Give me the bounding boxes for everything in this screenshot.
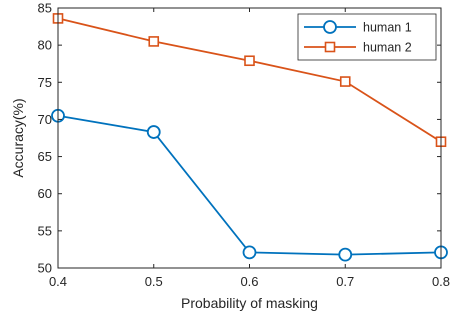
- x-tick-label: 0.4: [49, 274, 67, 289]
- x-tick-label: 0.8: [432, 274, 450, 289]
- data-point: [148, 36, 160, 47]
- data-point: [338, 247, 353, 262]
- series-line: [57, 114, 442, 256]
- legend-label: human 1: [363, 21, 412, 35]
- y-tick-label: 80: [38, 38, 52, 53]
- data-point: [244, 55, 255, 67]
- y-tick-label: 60: [38, 186, 52, 201]
- legend-box: [297, 13, 437, 61]
- legend-marker: [324, 41, 336, 53]
- x-tick-label: 0.6: [240, 274, 258, 289]
- legend-item: human 1: [304, 20, 412, 35]
- data-point: [146, 125, 161, 139]
- y-tick-label: 85: [38, 1, 52, 16]
- x-tick-label: 0.5: [145, 274, 163, 289]
- y-tick-label: 50: [38, 261, 52, 276]
- legend-label: human 2: [363, 41, 412, 55]
- series-1: [51, 108, 448, 262]
- legend-marker: [323, 20, 337, 34]
- y-tick-label: 70: [38, 112, 52, 127]
- data-point: [242, 245, 257, 260]
- y-axis-label: Accuracy(%): [10, 98, 26, 177]
- y-tick-label: 75: [38, 75, 52, 90]
- data-point: [339, 76, 351, 87]
- ticks-layer: 0.4 0.5 0.6 0.7 0.8 50 55 60 65 70 75 80 85: [38, 1, 451, 290]
- x-axis-label: Probability of masking: [181, 295, 318, 311]
- y-tick-label: 65: [38, 149, 52, 164]
- y-tick-label: 55: [38, 223, 52, 238]
- x-tick-label: 0.7: [336, 274, 354, 289]
- series-layer: [51, 13, 448, 262]
- legend: human 1 human 2: [297, 13, 437, 61]
- legend-item: human 2: [304, 41, 412, 55]
